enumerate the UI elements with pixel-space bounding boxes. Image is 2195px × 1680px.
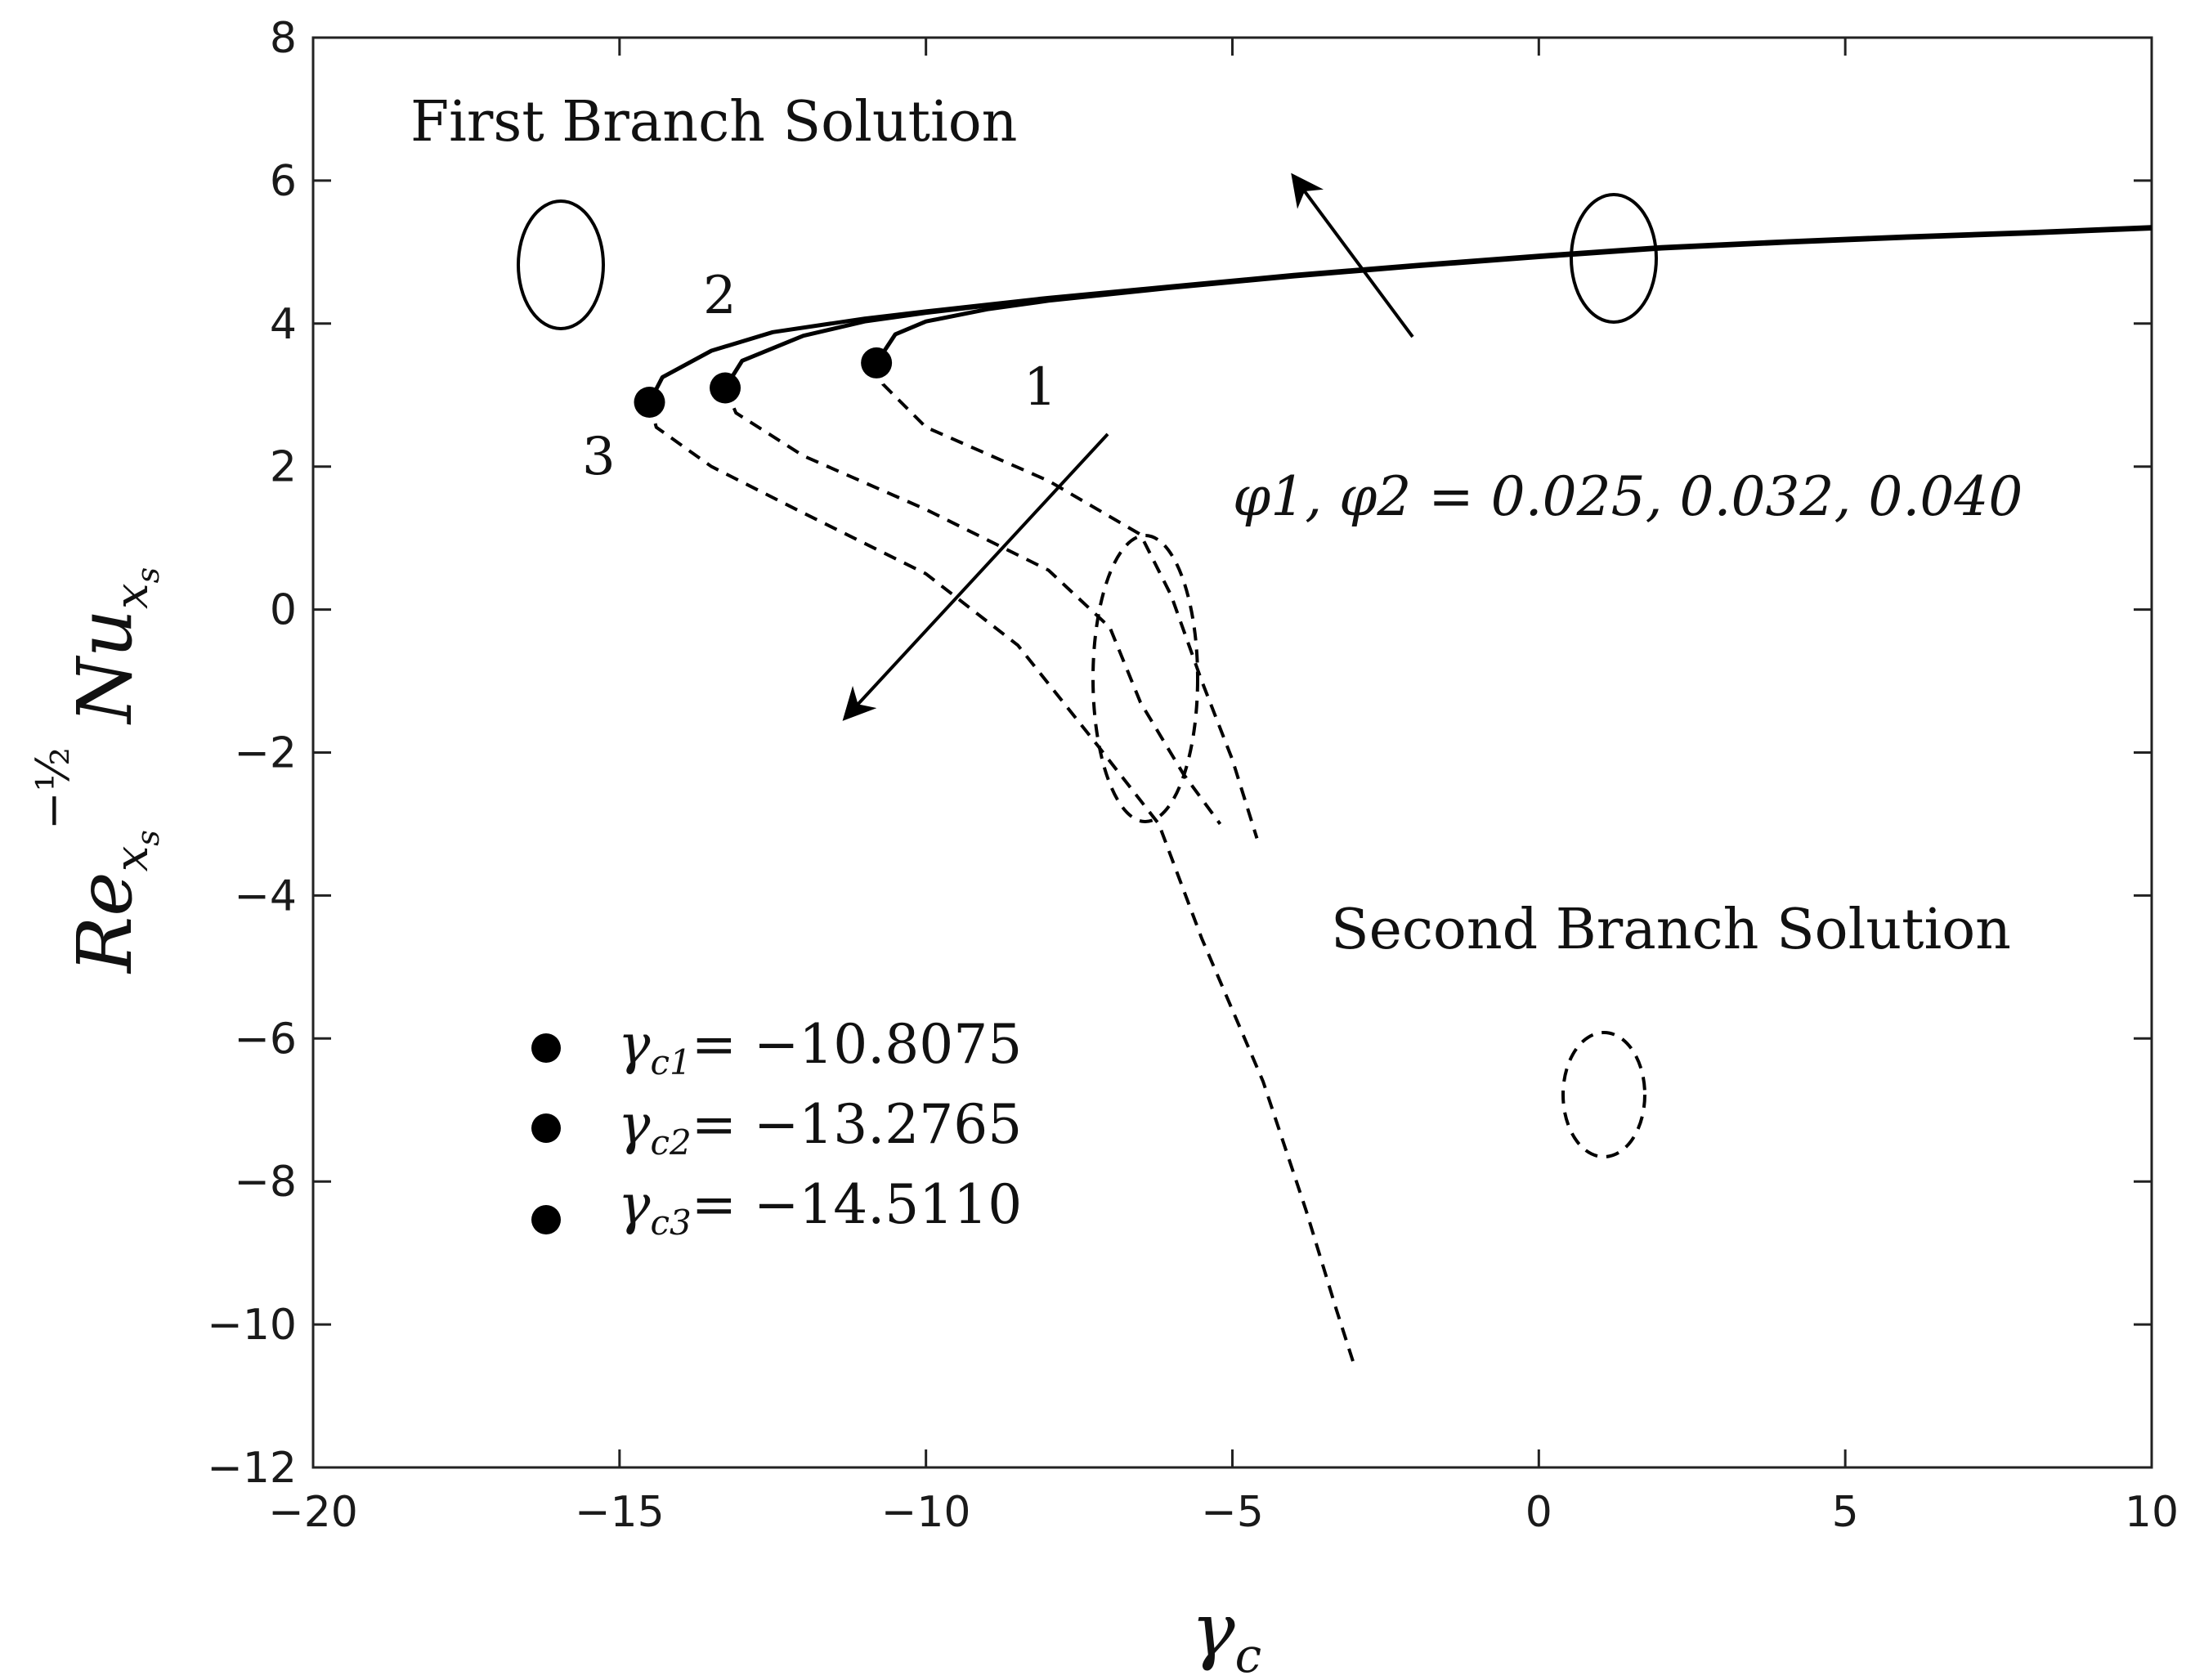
x-tick-label: 5 <box>1832 1488 1859 1537</box>
critical-point-3 <box>634 386 665 418</box>
series-group <box>634 225 2152 1369</box>
plot-area <box>311 36 2153 1469</box>
y-tick-label: 4 <box>270 300 297 349</box>
decrease-arrow <box>842 432 1109 721</box>
second-branch-ellipse-dashed <box>1561 1031 1646 1158</box>
y-tick-label: 8 <box>270 14 297 63</box>
legend-marker-3 <box>531 1205 561 1234</box>
critical-point-1 <box>861 347 893 379</box>
x-tick-label: −10 <box>881 1488 971 1537</box>
y-tick-label: −10 <box>207 1301 297 1350</box>
legend-entry-1: γc1= −10.8075 <box>618 1013 1022 1082</box>
x-tick-label: −5 <box>1201 1488 1264 1537</box>
curve-label-1: 1 <box>1024 357 1057 418</box>
y-tick-label: 6 <box>270 157 297 206</box>
y-axis-ticks: 8 6 4 2 0 −2 −4 −6 −8 −10 −12 <box>207 14 2152 1493</box>
x-tick-label: 0 <box>1525 1488 1552 1537</box>
y-tick-label: −2 <box>234 729 297 778</box>
legend: γc1= −10.8075 γc2= −13.2765 γc3= −14.511… <box>531 1013 1022 1243</box>
param-label: φ1, φ2 = 0.025, 0.032, 0.040 <box>1233 465 2023 528</box>
y-tick-label: −4 <box>234 871 297 921</box>
y-axis-label: Rexs−½ Nuxs <box>27 567 166 974</box>
first-branch-line-3 <box>647 225 2152 404</box>
plot-frame <box>311 36 2153 1469</box>
x-axis-label: γc <box>1191 1588 1261 1680</box>
first-branch-line-2 <box>723 226 2152 389</box>
second-branch-line-2 <box>723 387 1222 826</box>
x-axis-ticks: −20 −15 −10 −5 0 5 10 <box>268 38 2179 1537</box>
first-branch-ellipse-left <box>517 199 605 330</box>
legend-marker-2 <box>531 1113 561 1143</box>
second-branch-label: Second Branch Solution <box>1331 898 2011 962</box>
x-tick-label: −20 <box>268 1488 358 1537</box>
curve-label-3: 3 <box>582 427 616 487</box>
x-tick-label: 10 <box>2125 1488 2179 1537</box>
transition-ellipse-dashed <box>1091 534 1199 823</box>
increase-arrow <box>1291 172 1414 338</box>
y-tick-label: 0 <box>270 586 297 635</box>
y-tick-label: 2 <box>270 443 297 492</box>
legend-entry-3: γc3= −14.5110 <box>618 1173 1022 1243</box>
legend-marker-1 <box>531 1033 561 1063</box>
critical-point-2 <box>710 372 741 404</box>
y-tick-label: −6 <box>234 1015 297 1064</box>
y-tick-label: −8 <box>234 1158 297 1207</box>
legend-entry-2: γc2= −13.2765 <box>618 1093 1022 1163</box>
second-branch-line-1 <box>875 362 1259 839</box>
second-branch-line-3 <box>647 401 1357 1369</box>
first-branch-ellipse-right <box>1570 193 1658 324</box>
first-branch-label: First Branch Solution <box>410 90 1017 155</box>
y-tick-label: −12 <box>207 1444 297 1493</box>
curve-label-2: 2 <box>703 266 737 326</box>
x-tick-label: −15 <box>575 1488 665 1537</box>
